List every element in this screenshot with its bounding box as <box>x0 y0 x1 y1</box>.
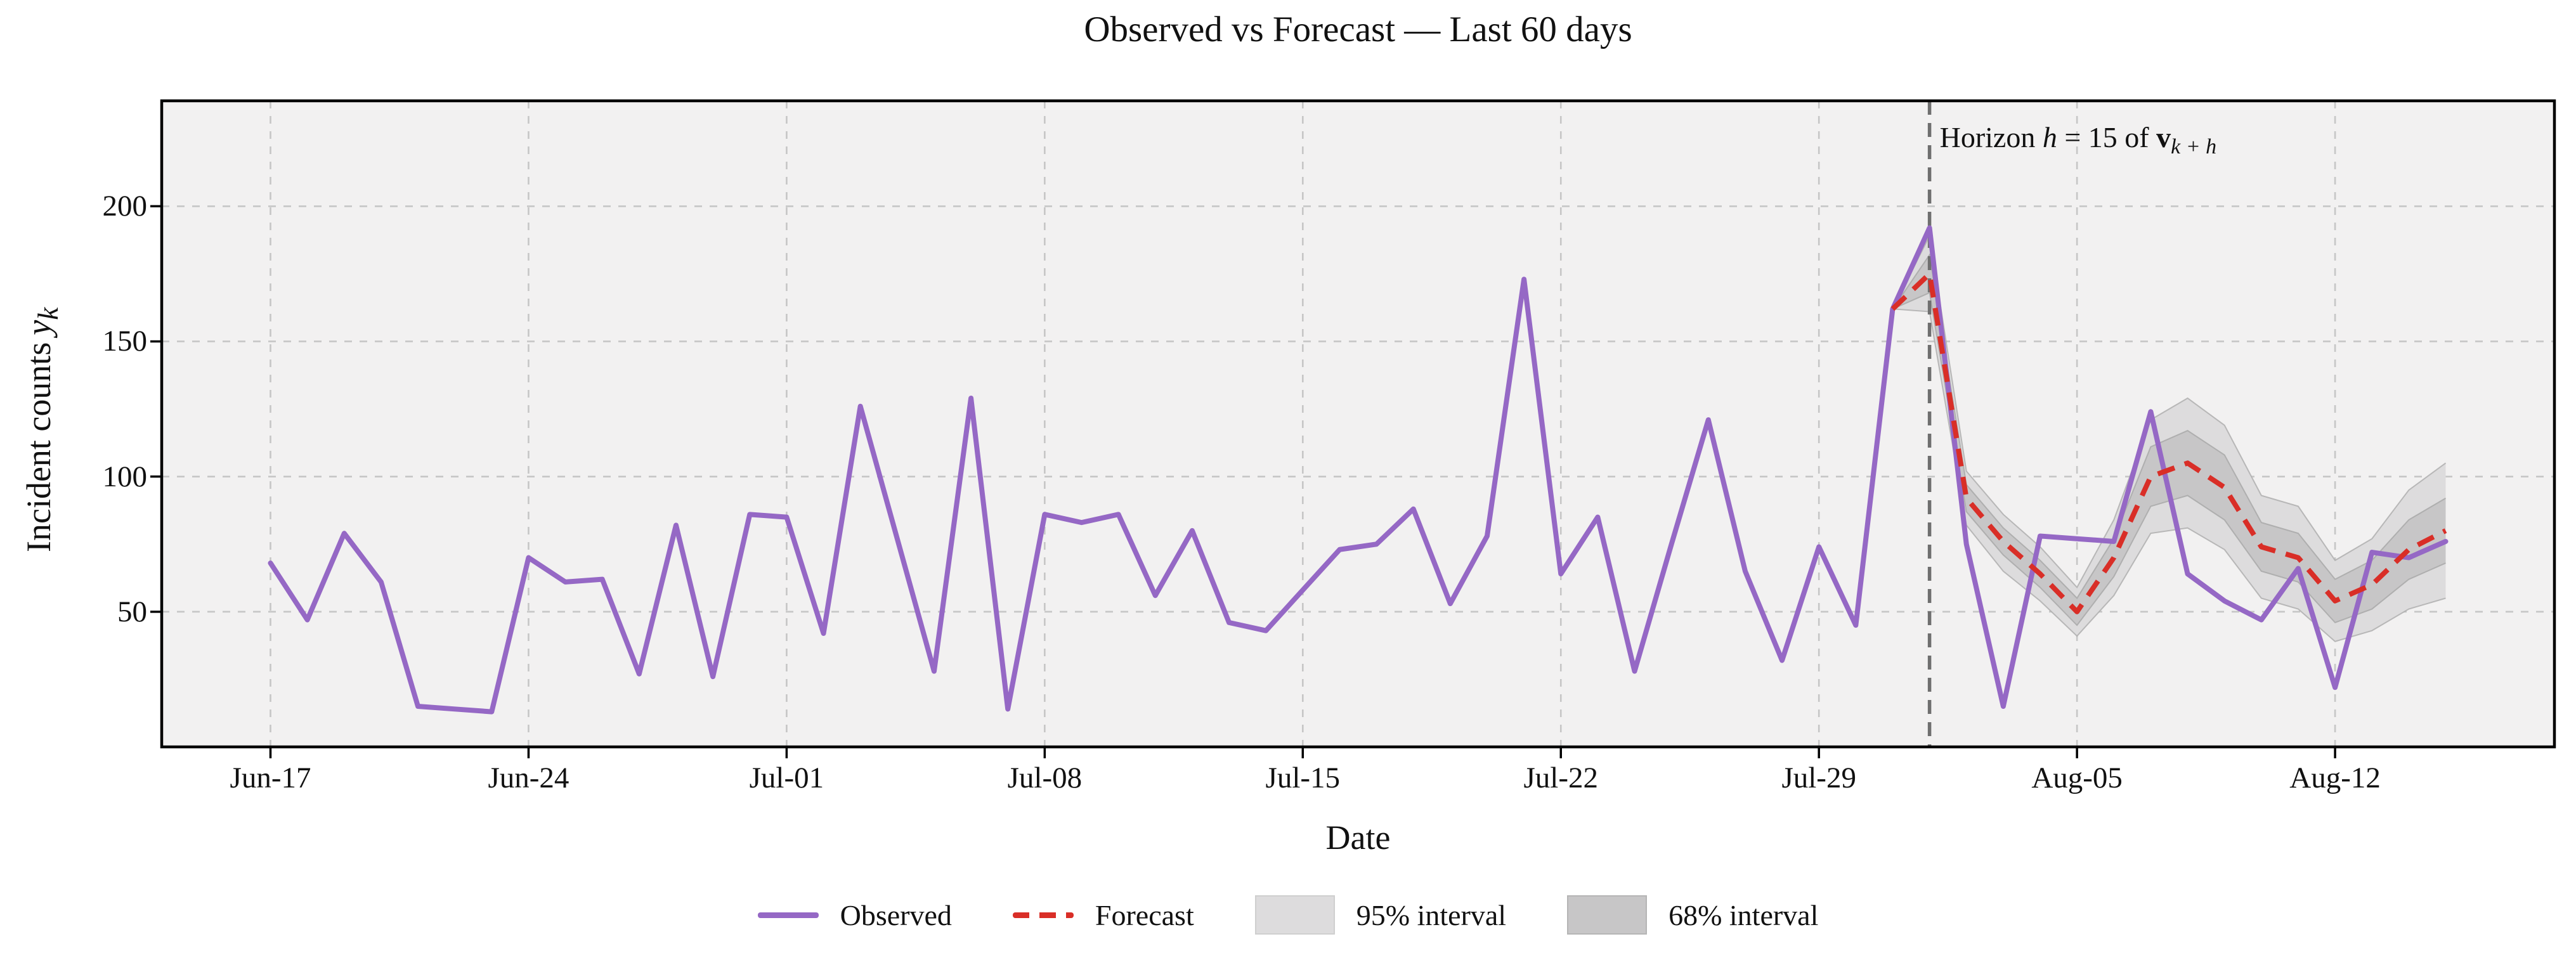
horizon-annotation: Horizon h = 15 of vk + h <box>1939 121 2217 159</box>
y-tick-label: 200 <box>102 190 148 223</box>
y-axis-label: Incident counts yk <box>19 208 65 652</box>
x-axis-label: Date <box>1325 819 1391 857</box>
legend-item: Forecast <box>1012 898 1194 932</box>
x-tick-label: Jun-24 <box>488 761 569 794</box>
y-tick-label: 50 <box>117 595 147 628</box>
legend-item: 95% interval <box>1254 895 1507 935</box>
legend-item: Observed <box>757 898 952 932</box>
legend-label: 95% interval <box>1356 898 1507 931</box>
x-tick-label: Jul-29 <box>1781 761 1856 794</box>
legend-item: 68% interval <box>1567 895 1818 935</box>
interval-68-swatch <box>1567 895 1648 935</box>
x-tick-label: Jun-17 <box>230 761 311 794</box>
legend: Observed Forecast 95% interval 68% interval <box>0 895 2576 935</box>
x-tick-label: Aug-12 <box>2289 761 2381 794</box>
x-tick-label: Jul-22 <box>1523 761 1598 794</box>
y-tick-label: 100 <box>102 460 148 493</box>
axes-spines <box>160 99 2556 749</box>
y-axis-label-sub: k <box>32 307 64 320</box>
band-95-edge <box>1892 233 2447 642</box>
x-tick-label: Jul-08 <box>1007 761 1083 794</box>
x-tick-label: Jul-15 <box>1265 761 1341 794</box>
y-axis-label-text: Incident counts <box>20 342 58 552</box>
x-tick-label: Jul-01 <box>749 761 824 794</box>
observed-line <box>268 225 2449 715</box>
forecast-line <box>1890 271 2447 614</box>
forecast-line-swatch <box>1012 912 1074 918</box>
chart-title: Observed vs Forecast — Last 60 days <box>1084 10 1632 49</box>
x-tick-label: Aug-05 <box>2031 761 2123 794</box>
band-68-interval <box>1892 255 2446 626</box>
y-tick-label: 150 <box>102 325 148 358</box>
legend-label: Forecast <box>1095 898 1194 931</box>
interval-95-swatch <box>1254 895 1335 935</box>
legend-label: 68% interval <box>1669 898 1819 931</box>
legend-label: Observed <box>840 898 952 931</box>
observed-line-swatch <box>757 912 819 918</box>
